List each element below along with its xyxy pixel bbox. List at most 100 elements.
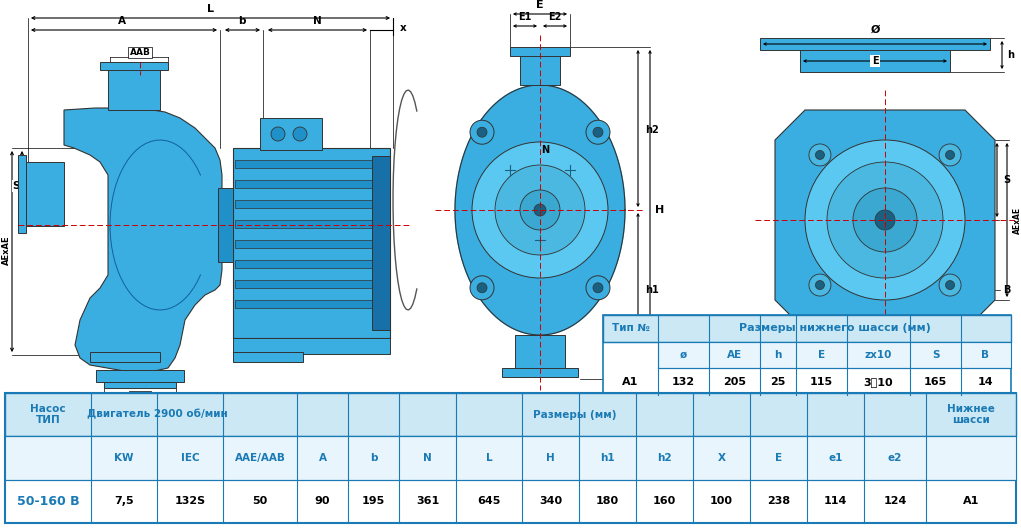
Text: 238: 238 [767, 496, 790, 506]
Text: ø: ø [680, 350, 687, 360]
Text: Нижнее
шасси: Нижнее шасси [947, 404, 994, 426]
Text: 361: 361 [416, 496, 439, 506]
Text: AAB: AAB [130, 48, 150, 57]
Circle shape [827, 162, 943, 278]
Circle shape [809, 144, 831, 166]
Circle shape [586, 120, 610, 144]
Circle shape [293, 127, 307, 141]
Text: Размеры нижнего шасси (мм): Размеры нижнего шасси (мм) [738, 323, 930, 333]
Text: 90: 90 [314, 496, 330, 506]
Polygon shape [455, 85, 625, 335]
Bar [235, 300, 372, 308]
Text: B: B [981, 350, 989, 360]
Circle shape [816, 150, 824, 159]
Text: 115: 115 [810, 376, 833, 386]
Bar [104, 382, 176, 388]
Circle shape [477, 127, 487, 137]
Circle shape [875, 210, 895, 230]
Text: 165: 165 [924, 376, 947, 386]
Text: Насос
ТИП: Насос ТИП [31, 404, 65, 426]
Bar [510, 47, 570, 56]
Polygon shape [775, 110, 995, 330]
Bar [96, 370, 184, 382]
Text: A1: A1 [963, 496, 979, 506]
Text: 25: 25 [770, 376, 786, 386]
Bar [26, 162, 64, 226]
Text: AAE: AAE [130, 392, 150, 401]
Circle shape [816, 280, 824, 289]
Text: 124: 124 [883, 496, 907, 506]
Bar [235, 220, 372, 228]
Bar [502, 368, 578, 377]
Text: 645: 645 [477, 496, 500, 506]
Text: 114: 114 [824, 496, 847, 506]
Text: 7,5: 7,5 [114, 496, 134, 506]
Text: 14: 14 [977, 376, 992, 386]
Text: N: N [312, 16, 322, 26]
Bar [18, 155, 26, 233]
Text: 340: 340 [539, 496, 563, 506]
Text: 132S: 132S [175, 496, 205, 506]
Text: E: E [872, 56, 878, 66]
Text: zx10: zx10 [865, 350, 892, 360]
Bar [233, 338, 390, 354]
Circle shape [945, 150, 955, 159]
Bar [260, 118, 322, 150]
Circle shape [593, 283, 603, 293]
Text: Тип №: Тип № [612, 323, 649, 333]
Circle shape [809, 274, 831, 296]
Text: 50-160 B: 50-160 B [16, 495, 80, 508]
Text: X: X [718, 453, 726, 463]
Bar [233, 352, 303, 362]
Text: N: N [423, 453, 432, 463]
Text: A: A [319, 453, 327, 463]
Text: H: H [655, 205, 665, 215]
Circle shape [271, 127, 285, 141]
Text: x: x [400, 23, 406, 33]
Circle shape [495, 165, 585, 255]
Bar [515, 335, 565, 370]
Text: AE: AE [727, 350, 742, 360]
Text: 132: 132 [672, 376, 695, 386]
Bar [218, 188, 233, 262]
Bar [108, 68, 160, 110]
Circle shape [472, 142, 607, 278]
Bar [90, 352, 160, 362]
Polygon shape [64, 108, 222, 372]
Text: 180: 180 [596, 496, 619, 506]
Bar [5, 436, 1016, 479]
Circle shape [945, 280, 955, 289]
Circle shape [520, 190, 560, 230]
Circle shape [593, 127, 603, 137]
Bar [233, 148, 390, 338]
Text: Размеры (мм): Размеры (мм) [533, 410, 617, 420]
Text: E: E [818, 350, 825, 360]
Text: AExAE: AExAE [1013, 206, 1021, 233]
Text: h: h [774, 350, 782, 360]
Circle shape [534, 204, 546, 216]
Text: S: S [1003, 175, 1010, 185]
Text: L: L [206, 4, 213, 14]
Circle shape [470, 120, 494, 144]
Text: e2: e2 [888, 453, 903, 463]
Text: A: A [118, 16, 126, 26]
Text: S: S [932, 350, 939, 360]
Text: E2: E2 [548, 12, 562, 22]
Text: KW: KW [114, 453, 134, 463]
Text: b: b [370, 453, 377, 463]
Text: E1: E1 [519, 12, 532, 22]
Circle shape [805, 140, 965, 300]
Text: e1: e1 [828, 453, 842, 463]
Text: 195: 195 [361, 496, 385, 506]
Text: b: b [238, 16, 246, 26]
Bar [603, 315, 1011, 395]
Text: N: N [541, 145, 549, 155]
Text: B: B [1003, 285, 1011, 295]
Bar [235, 260, 372, 268]
Text: S: S [12, 181, 19, 191]
Circle shape [470, 276, 494, 300]
Circle shape [939, 144, 961, 166]
Text: E: E [536, 0, 544, 10]
Text: 50: 50 [252, 496, 268, 506]
Bar [5, 393, 1016, 436]
